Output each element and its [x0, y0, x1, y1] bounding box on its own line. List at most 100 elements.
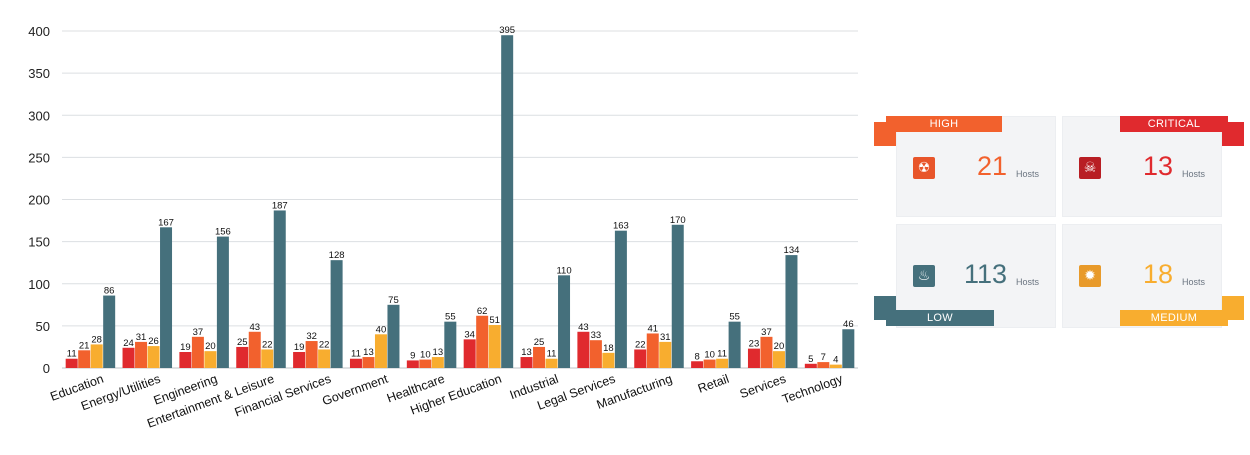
bar [614, 230, 627, 368]
bar [545, 358, 558, 368]
medium-hosts-count: 18 [1142, 259, 1173, 289]
bar [419, 359, 432, 368]
data-label: 13 [363, 347, 374, 358]
data-label: 46 [843, 319, 854, 330]
data-label: 22 [635, 339, 646, 350]
data-label: 7 [821, 352, 826, 363]
bar [634, 349, 647, 368]
bar [533, 346, 546, 368]
y-tick-label: 350 [28, 66, 50, 81]
bar [760, 336, 773, 368]
low-hosts-count: 113 [963, 259, 1007, 289]
bar [463, 339, 476, 368]
data-label: 18 [603, 343, 614, 354]
y-tick-label: 400 [28, 24, 50, 39]
data-label: 19 [180, 342, 191, 353]
bar [501, 35, 514, 369]
bar [747, 348, 760, 368]
y-tick-label: 150 [28, 235, 50, 250]
data-label: 55 [729, 312, 740, 323]
bar [135, 341, 148, 368]
data-label: 32 [306, 331, 317, 342]
chart-grid [62, 30, 858, 369]
data-label: 31 [660, 332, 671, 343]
bar [147, 346, 160, 368]
data-label: 55 [445, 312, 456, 323]
data-label: 13 [521, 347, 532, 358]
x-tick-label: Financial Services [233, 372, 333, 420]
bar [829, 364, 842, 368]
low-ribbon: LOW [886, 310, 994, 326]
bar [103, 295, 116, 368]
data-label: 24 [123, 338, 134, 349]
data-label: 37 [193, 327, 204, 338]
data-label: 170 [670, 215, 686, 226]
data-label: 28 [91, 334, 102, 345]
data-label: 4 [833, 355, 838, 366]
data-label: 128 [329, 250, 345, 261]
bar [78, 350, 91, 368]
data-label: 19 [294, 342, 305, 353]
x-tick-label: Government [320, 371, 390, 408]
bar [431, 357, 444, 368]
high-severity-card: ☢ 21 Hosts [896, 116, 1056, 217]
bar [804, 363, 817, 368]
bar [90, 344, 103, 368]
data-label: 26 [148, 336, 159, 347]
critical-ribbon: CRITICAL [1120, 116, 1228, 132]
bar [691, 361, 704, 368]
data-label: 25 [237, 337, 248, 348]
bar [728, 321, 741, 368]
bar [387, 304, 400, 368]
x-tick-label: Technology [780, 371, 845, 406]
data-label: 40 [376, 324, 387, 335]
data-label: 167 [158, 217, 174, 228]
bar [160, 227, 173, 368]
bar [305, 341, 318, 368]
data-label: 25 [534, 337, 545, 348]
bar [772, 351, 785, 368]
bar [179, 351, 192, 368]
data-label: 187 [272, 200, 288, 211]
data-label: 34 [464, 329, 475, 340]
bar [520, 357, 533, 368]
bar [671, 224, 684, 368]
bar [273, 210, 286, 368]
critical-hosts-count: 13 [1142, 151, 1173, 181]
bar [293, 351, 306, 368]
bar [330, 260, 343, 368]
bar [488, 325, 501, 368]
flame-icon: ♨ [913, 265, 935, 287]
bar [659, 341, 672, 368]
data-label: 21 [79, 340, 90, 351]
data-label: 20 [774, 341, 785, 352]
data-label: 23 [749, 339, 760, 350]
data-label: 134 [784, 245, 800, 256]
bar [444, 321, 457, 368]
y-tick-label: 300 [28, 108, 50, 123]
data-label: 86 [104, 286, 115, 297]
data-label: 13 [433, 347, 444, 358]
bar [589, 340, 602, 368]
bar [65, 358, 78, 368]
y-axis: 0 50 100 150 200 250 300 350 400 [28, 24, 50, 376]
data-label: 11 [67, 349, 77, 360]
bar [374, 334, 387, 368]
bar [362, 357, 375, 368]
bar [558, 275, 571, 368]
medium-hosts-label: Hosts [1181, 277, 1205, 287]
bar [785, 255, 798, 368]
bar [318, 349, 331, 368]
medium-ribbon: MEDIUM [1120, 310, 1228, 326]
bar [817, 362, 830, 368]
data-label: 37 [761, 327, 772, 338]
x-axis: EducationEnergy/UtilitiesEngineeringEnte… [48, 371, 845, 430]
data-label: 110 [556, 265, 571, 276]
bar [236, 346, 249, 368]
data-label: 31 [136, 332, 147, 343]
data-label: 11 [351, 349, 361, 360]
bar [602, 352, 615, 368]
y-tick-label: 0 [43, 361, 50, 376]
